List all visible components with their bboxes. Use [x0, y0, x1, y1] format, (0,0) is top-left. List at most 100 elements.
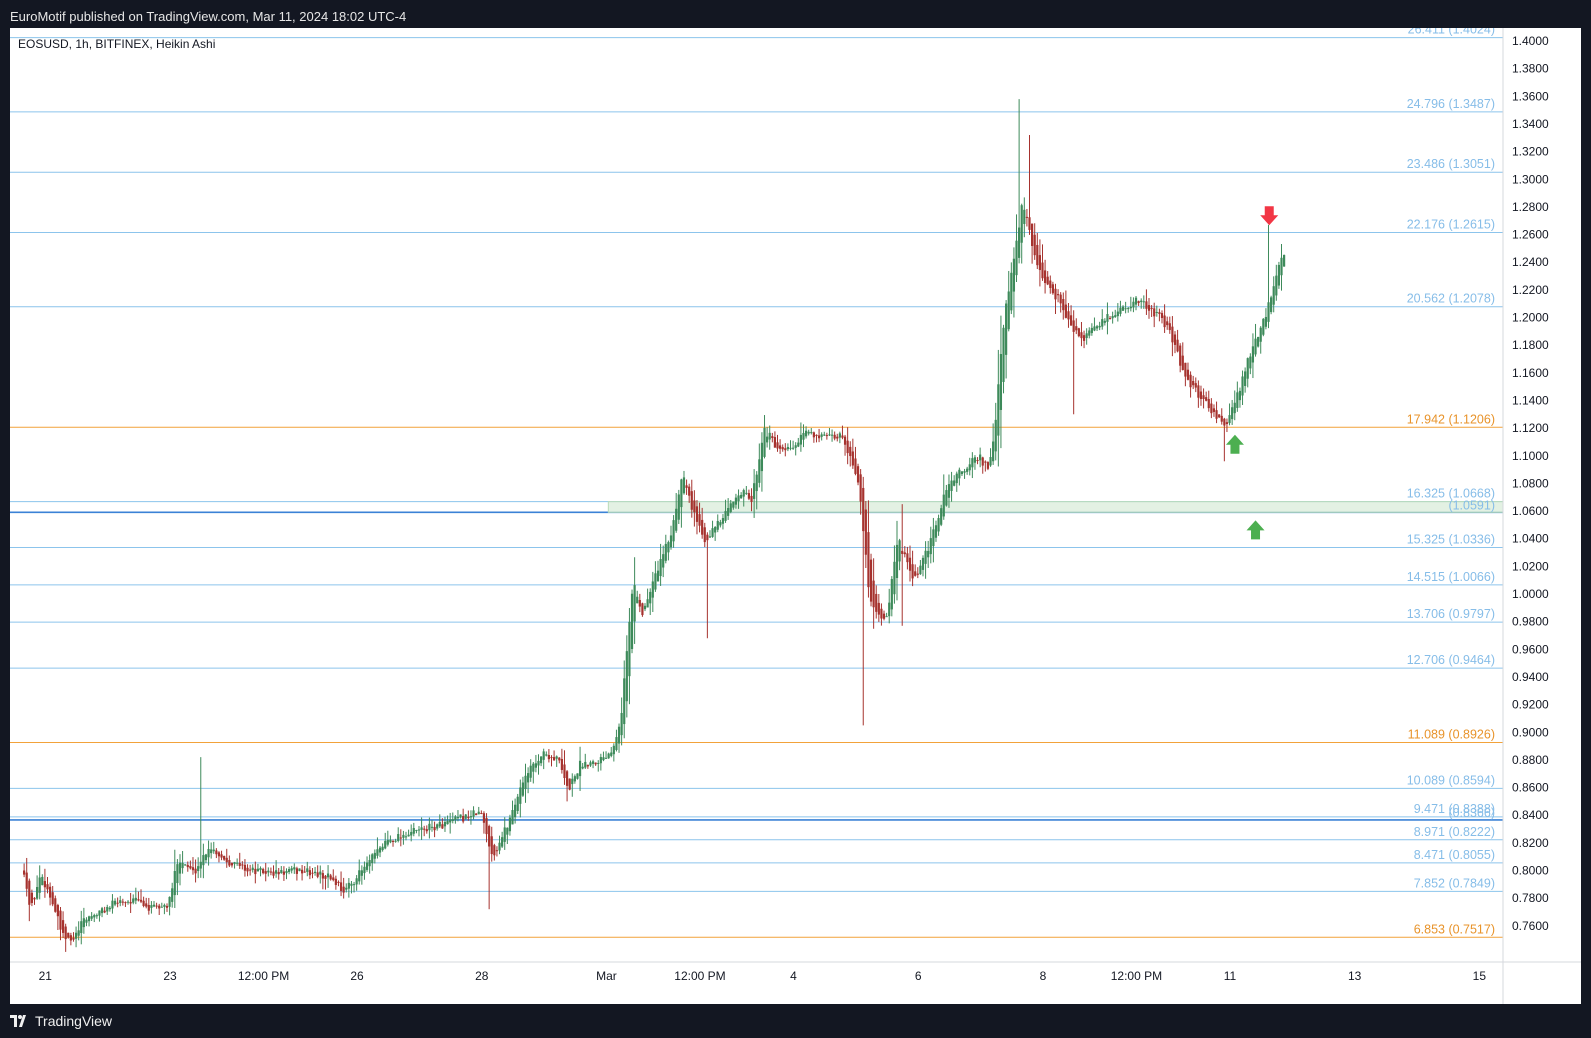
bear-candle[interactable]	[490, 836, 493, 855]
bull-candle[interactable]	[1140, 300, 1143, 303]
bull-candle[interactable]	[1121, 306, 1125, 311]
bull-candle[interactable]	[306, 868, 309, 872]
bear-candle[interactable]	[833, 434, 836, 439]
bear-candle[interactable]	[1028, 217, 1031, 230]
bear-candle[interactable]	[1158, 312, 1161, 314]
bull-candle[interactable]	[319, 871, 322, 875]
bear-candle[interactable]	[493, 845, 496, 856]
bear-candle[interactable]	[329, 875, 332, 880]
bear-candle[interactable]	[46, 884, 49, 890]
bull-candle[interactable]	[960, 471, 964, 475]
bear-candle[interactable]	[1225, 422, 1229, 425]
bear-candle[interactable]	[48, 886, 52, 898]
bear-candle[interactable]	[54, 898, 57, 912]
bull-candle[interactable]	[615, 737, 618, 751]
bear-candle[interactable]	[773, 437, 777, 448]
bull-candle[interactable]	[924, 550, 927, 564]
bull-candle[interactable]	[386, 839, 389, 845]
bear-candle[interactable]	[142, 900, 145, 907]
bear-candle[interactable]	[220, 854, 223, 858]
bear-candle[interactable]	[147, 904, 150, 911]
bull-candle[interactable]	[108, 907, 111, 910]
bull-candle[interactable]	[895, 544, 899, 579]
bull-candle[interactable]	[942, 494, 945, 517]
bear-candle[interactable]	[908, 557, 912, 571]
bull-candle[interactable]	[997, 384, 1000, 436]
bear-candle[interactable]	[1194, 383, 1197, 388]
bull-candle[interactable]	[363, 866, 366, 874]
bear-candle[interactable]	[1199, 391, 1203, 400]
bull-candle[interactable]	[893, 561, 896, 595]
bear-candle[interactable]	[568, 778, 571, 790]
bear-candle[interactable]	[875, 593, 878, 612]
bull-candle[interactable]	[1098, 325, 1101, 328]
bull-candle[interactable]	[160, 906, 163, 908]
bear-candle[interactable]	[1176, 339, 1179, 352]
bear-candle[interactable]	[303, 871, 306, 873]
bull-candle[interactable]	[293, 867, 296, 870]
bull-candle[interactable]	[1103, 320, 1106, 323]
bull-candle[interactable]	[649, 591, 652, 604]
bull-candle[interactable]	[898, 540, 901, 562]
bull-candle[interactable]	[963, 471, 966, 473]
bear-candle[interactable]	[1181, 355, 1184, 370]
bull-candle[interactable]	[789, 447, 792, 449]
bear-candle[interactable]	[1163, 315, 1166, 328]
bear-candle[interactable]	[862, 487, 865, 532]
bull-candle[interactable]	[113, 900, 117, 905]
bull-candle[interactable]	[1090, 327, 1093, 334]
bull-candle[interactable]	[958, 469, 961, 479]
bull-candle[interactable]	[1111, 315, 1114, 319]
bull-candle[interactable]	[98, 910, 101, 916]
bear-candle[interactable]	[911, 564, 914, 579]
bear-candle[interactable]	[706, 534, 709, 541]
bear-candle[interactable]	[391, 840, 395, 842]
bull-candle[interactable]	[498, 842, 501, 851]
bear-candle[interactable]	[901, 550, 904, 554]
bull-candle[interactable]	[1142, 301, 1145, 303]
bear-candle[interactable]	[1150, 307, 1153, 309]
bear-candle[interactable]	[1166, 321, 1169, 326]
bull-candle[interactable]	[820, 434, 823, 437]
bull-candle[interactable]	[171, 888, 174, 902]
bear-candle[interactable]	[869, 559, 873, 602]
bull-candle[interactable]	[173, 871, 176, 896]
bull-candle[interactable]	[545, 754, 548, 756]
bear-candle[interactable]	[1033, 234, 1036, 256]
bull-candle[interactable]	[1228, 415, 1231, 424]
bear-candle[interactable]	[1202, 395, 1205, 400]
bear-candle[interactable]	[880, 608, 883, 619]
bull-candle[interactable]	[623, 678, 626, 725]
bull-candle[interactable]	[620, 712, 623, 736]
bull-candle[interactable]	[74, 932, 78, 939]
bear-candle[interactable]	[433, 826, 436, 831]
bull-candle[interactable]	[677, 494, 680, 520]
bull-candle[interactable]	[365, 862, 369, 870]
bear-candle[interactable]	[33, 897, 36, 900]
bear-candle[interactable]	[1147, 305, 1151, 311]
bull-candle[interactable]	[132, 898, 135, 903]
bear-candle[interactable]	[558, 757, 561, 761]
bear-candle[interactable]	[563, 764, 566, 779]
arrow-up-icon[interactable]	[1225, 434, 1244, 454]
bear-candle[interactable]	[703, 527, 706, 543]
bull-candle[interactable]	[1272, 286, 1275, 305]
bear-candle[interactable]	[698, 514, 701, 526]
bull-candle[interactable]	[275, 870, 278, 874]
bull-candle[interactable]	[397, 834, 400, 841]
bull-candle[interactable]	[760, 442, 764, 472]
bear-candle[interactable]	[425, 829, 428, 832]
bear-candle[interactable]	[1064, 304, 1067, 318]
bear-candle[interactable]	[565, 771, 569, 786]
bull-candle[interactable]	[643, 605, 647, 610]
bear-candle[interactable]	[550, 757, 553, 759]
bull-candle[interactable]	[646, 599, 649, 608]
bull-candle[interactable]	[1231, 407, 1234, 420]
bull-candle[interactable]	[597, 762, 600, 764]
bull-candle[interactable]	[443, 822, 447, 827]
bull-candle[interactable]	[1249, 356, 1252, 369]
bear-candle[interactable]	[1223, 418, 1226, 426]
bull-candle[interactable]	[651, 581, 654, 598]
bull-candle[interactable]	[511, 810, 514, 825]
bull-candle[interactable]	[664, 543, 667, 561]
